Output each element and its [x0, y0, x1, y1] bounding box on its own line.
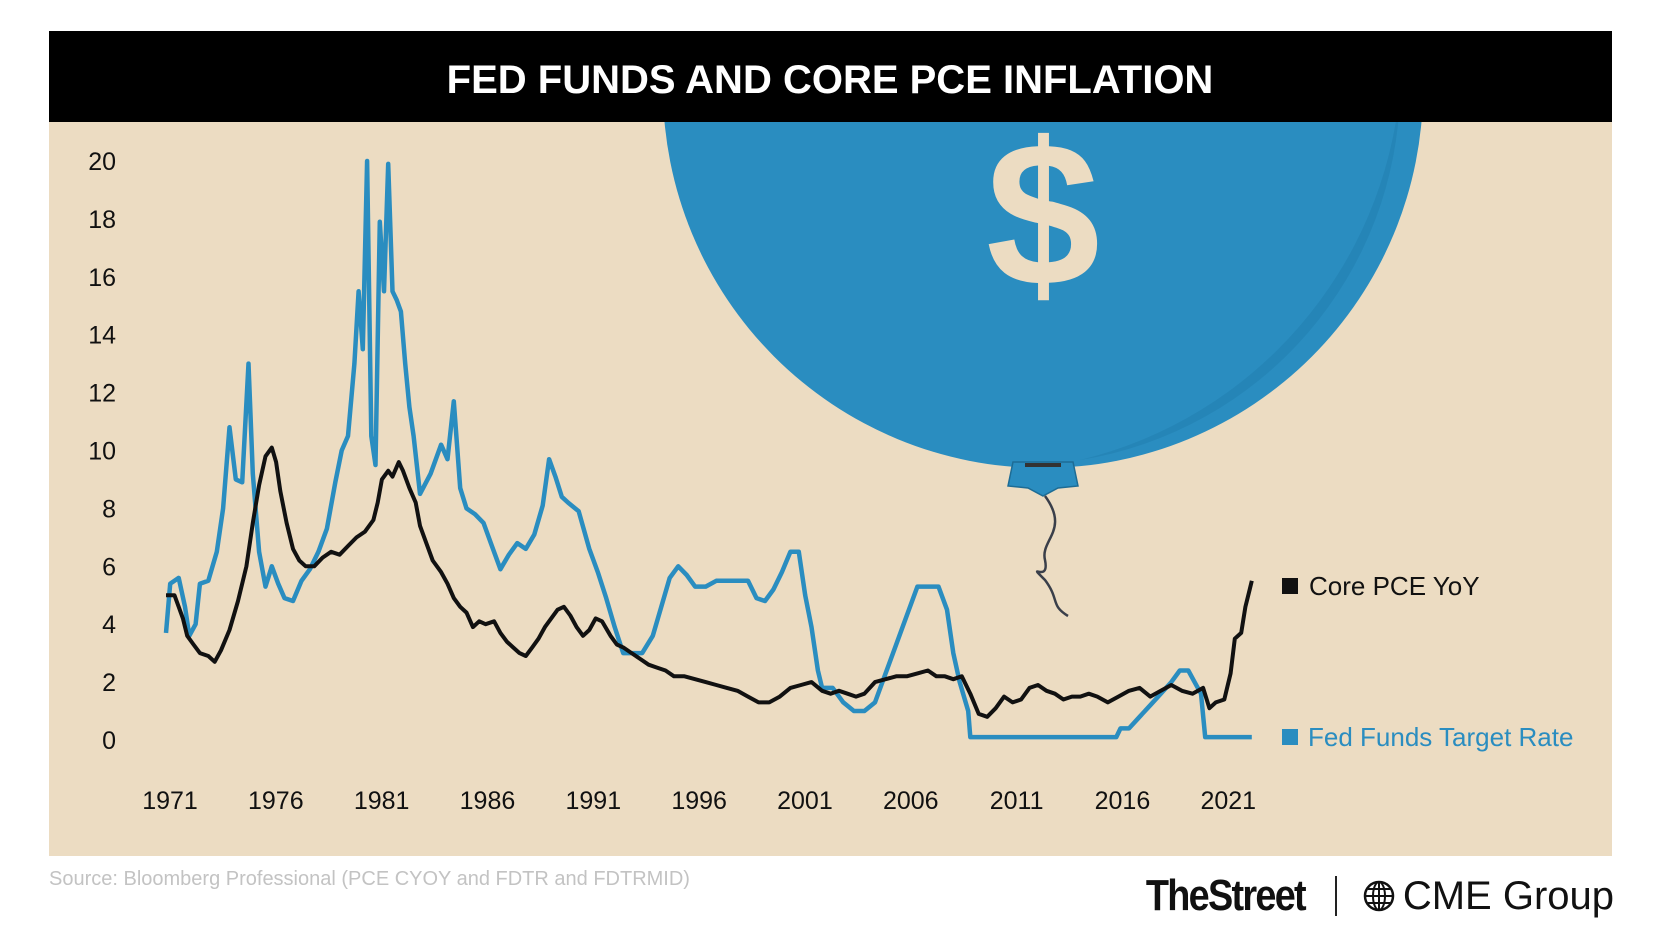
balloon-knot-icon	[1007, 461, 1079, 497]
x-axis: 1971 1976 1981 1986 1991 1996 2001 2006 2011 2016…	[142, 787, 1256, 815]
svg-text:$: $	[986, 100, 1100, 329]
legend-swatch-fed-funds	[1282, 729, 1298, 745]
y-tick-label: 6	[102, 553, 116, 581]
y-axis: 0 2 4 6 8 10 12 14 16 18 20	[88, 148, 116, 755]
balloon-illustration: $	[664, 100, 1422, 618]
source-note: Source: Bloomberg Professional (PCE CYOY…	[49, 868, 690, 890]
balloon-icon	[664, 122, 1422, 468]
logo-separator	[1334, 876, 1337, 916]
x-tick-label: 2006	[883, 787, 939, 815]
x-tick-label: 2021	[1200, 787, 1256, 815]
thestreet-logo: TheStreet	[1145, 871, 1307, 920]
x-tick-label: 1996	[671, 787, 727, 815]
legend-label-fed-funds: Fed Funds Target Rate	[1308, 722, 1573, 752]
logo-area: TheStreet CME Group	[1120, 871, 1614, 920]
x-tick-label: 2016	[1095, 787, 1151, 815]
legend-swatch-core-pce	[1282, 578, 1298, 594]
legend: Core PCE YoY Fed Funds Target Rate	[1282, 571, 1573, 752]
y-tick-label: 8	[102, 495, 116, 523]
balloon-string-icon	[1035, 495, 1069, 618]
x-tick-label: 1986	[460, 787, 516, 815]
series-line-fed-funds	[163, 158, 1252, 740]
y-tick-label: 18	[88, 206, 116, 234]
legend-label-core-pce: Core PCE YoY	[1309, 571, 1480, 601]
x-tick-label: 1991	[565, 787, 621, 815]
y-tick-label: 0	[102, 727, 116, 755]
y-tick-label: 14	[88, 322, 116, 350]
y-tick-label: 4	[102, 611, 116, 639]
x-tick-label: 2001	[777, 787, 833, 815]
cme-label: CME Group	[1402, 873, 1614, 918]
series-layer	[163, 158, 1254, 740]
y-tick-label: 16	[88, 264, 116, 292]
y-tick-label: 2	[102, 669, 116, 697]
x-tick-label: 1971	[142, 787, 198, 815]
series-line-core-pce	[166, 445, 1254, 719]
x-tick-label: 1976	[248, 787, 304, 815]
x-tick-label: 2011	[990, 787, 1044, 815]
y-tick-label: 12	[88, 380, 116, 408]
y-tick-label: 10	[88, 438, 116, 466]
x-tick-label: 1981	[354, 787, 410, 815]
globe-icon	[1363, 880, 1395, 912]
chart-title: FED FUNDS AND CORE PCE INFLATION	[447, 58, 1214, 102]
y-tick-label: 20	[88, 148, 116, 176]
title-bar	[49, 31, 1612, 122]
dollar-icon: $	[986, 100, 1100, 329]
cme-logo: CME Group	[1363, 874, 1614, 919]
